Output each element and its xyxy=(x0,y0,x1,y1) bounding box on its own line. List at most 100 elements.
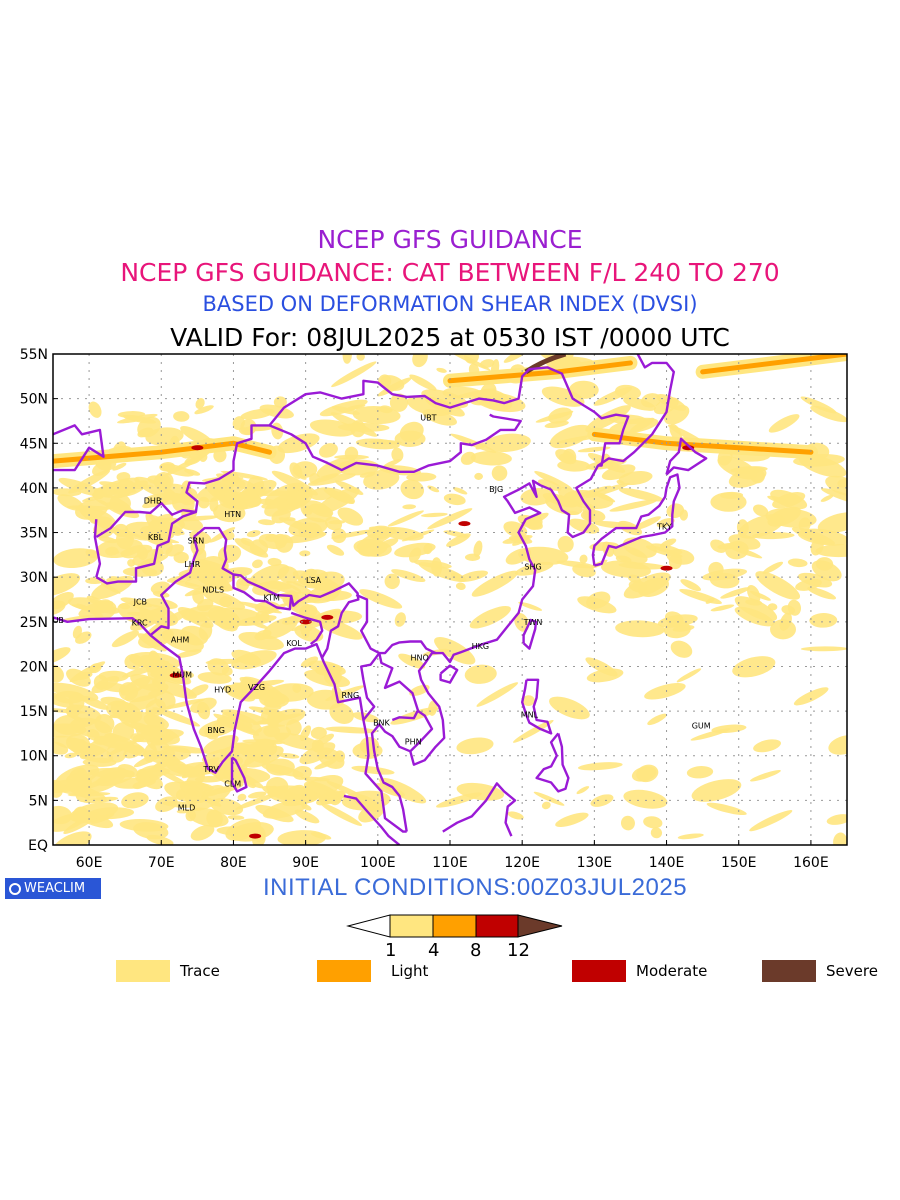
trace-cell xyxy=(656,518,675,528)
trace-cell xyxy=(545,495,583,515)
trace-cell xyxy=(656,393,687,411)
trace-cell xyxy=(359,589,403,609)
trace-cell xyxy=(586,668,624,683)
logo-icon xyxy=(9,882,21,895)
trace-cell xyxy=(464,553,481,561)
legend-swatch-severe xyxy=(762,960,816,982)
boundary-line xyxy=(439,664,459,684)
lat-label: 25N xyxy=(20,615,48,631)
trace-cell xyxy=(248,706,289,718)
trace-cell xyxy=(220,709,271,725)
trace-cell xyxy=(798,454,847,478)
trace-cell xyxy=(826,814,847,825)
trace-cell xyxy=(53,647,71,665)
trace-cell xyxy=(283,517,296,522)
trace-cell xyxy=(271,470,318,496)
trace-cell xyxy=(278,517,326,536)
trace-cell xyxy=(762,561,784,574)
trace-cell xyxy=(112,722,135,742)
trace-cell xyxy=(460,451,476,465)
trace-cell xyxy=(537,479,562,491)
trace-cell xyxy=(770,619,796,640)
trace-cell xyxy=(53,691,74,708)
city-label-krc: KRC xyxy=(132,619,148,628)
trace-cell xyxy=(421,512,448,518)
trace-cell xyxy=(623,397,656,411)
trace-cell xyxy=(310,726,327,740)
boundary-line xyxy=(95,510,197,585)
trace-cell xyxy=(303,781,342,804)
trace-cell xyxy=(232,416,245,431)
coastlines-borders xyxy=(53,354,708,845)
trace-cell xyxy=(618,488,664,502)
trace-cell xyxy=(54,764,100,790)
trace-cell xyxy=(77,767,89,783)
trace-cell xyxy=(608,417,659,435)
trace-cell xyxy=(666,503,685,519)
trace-cell xyxy=(412,354,428,368)
trace-cell xyxy=(122,566,158,577)
boundary-line xyxy=(269,413,522,473)
city-label-vzg: VZG xyxy=(248,683,265,692)
trace-cell xyxy=(161,745,208,754)
trace-cell xyxy=(188,684,209,697)
trace-cell xyxy=(267,711,280,728)
legend-swatch-moderate xyxy=(572,960,626,982)
trace-cell xyxy=(98,536,118,544)
trace-cell xyxy=(394,430,426,447)
trace-cell xyxy=(815,557,834,571)
lat-label: 35N xyxy=(20,526,48,542)
boundary-line xyxy=(370,354,675,832)
trace-cell xyxy=(409,374,437,391)
trace-cell xyxy=(476,682,519,707)
trace-cell xyxy=(512,719,554,743)
trace-cell xyxy=(732,656,776,678)
city-label-gum: GUM xyxy=(692,721,711,730)
trace-cell xyxy=(263,704,282,711)
lon-label: 70E xyxy=(148,855,175,871)
trace-cell xyxy=(120,597,153,608)
trace-cell xyxy=(585,482,630,498)
trace-cell xyxy=(798,572,833,588)
trace-cell xyxy=(533,791,565,806)
city-label-mum: MUM xyxy=(172,670,192,679)
trace-cell xyxy=(259,691,290,708)
trace-cell xyxy=(210,768,244,787)
trace-cell xyxy=(609,499,658,512)
lon-label: 150E xyxy=(721,855,757,871)
trace-cell xyxy=(577,446,611,453)
trace-cell xyxy=(402,504,417,510)
trace-cell xyxy=(76,603,104,618)
trace-cell xyxy=(643,816,663,829)
trace-cell xyxy=(381,526,424,541)
trace-cell xyxy=(254,629,272,641)
trace-cell xyxy=(204,727,219,740)
trace-cell xyxy=(324,755,343,760)
trace-cell xyxy=(491,465,508,481)
boundary-line xyxy=(591,473,681,567)
lon-label: 130E xyxy=(577,855,613,871)
trace-cell xyxy=(53,735,84,750)
trace-cell xyxy=(65,704,102,723)
lat-label: 40N xyxy=(20,481,48,497)
city-label-ahm: AHM xyxy=(171,636,189,645)
colorbar-tick-4: 4 xyxy=(428,940,440,961)
city-label-tky: TKY xyxy=(656,522,672,531)
trace-cell xyxy=(473,540,483,558)
trace-cell xyxy=(585,405,631,433)
trace-cell xyxy=(711,724,747,734)
lat-label: 55N xyxy=(20,347,48,363)
city-label-clm: CLM xyxy=(224,779,241,788)
logo-text: WEACLIM xyxy=(24,881,86,896)
trace-cell xyxy=(749,810,793,832)
trace-cell xyxy=(443,493,466,506)
trace-cell xyxy=(111,630,139,648)
trace-cell xyxy=(277,433,320,454)
trace-cell xyxy=(85,549,100,559)
trace-cell xyxy=(615,620,665,638)
trace-cell xyxy=(615,555,632,563)
trace-cell xyxy=(549,424,592,449)
trace-cell xyxy=(161,628,204,652)
trace-cell xyxy=(152,707,201,727)
